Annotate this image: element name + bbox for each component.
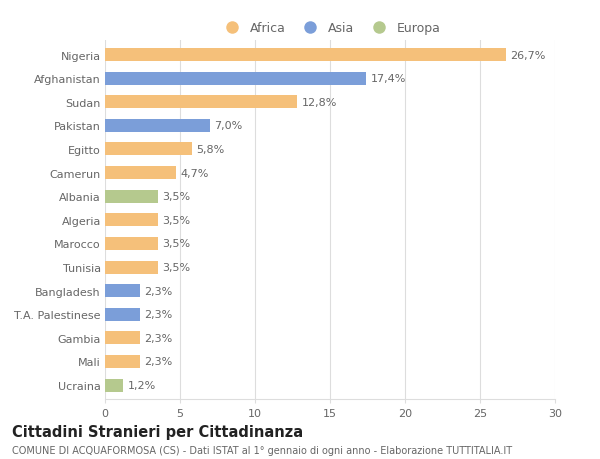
Bar xyxy=(105,143,192,156)
Text: 3,5%: 3,5% xyxy=(162,215,190,225)
Bar xyxy=(105,214,157,227)
Bar xyxy=(105,73,366,85)
Bar xyxy=(105,49,505,62)
Text: 2,3%: 2,3% xyxy=(144,286,172,296)
Bar xyxy=(105,261,157,274)
Text: 7,0%: 7,0% xyxy=(215,121,243,131)
Text: 1,2%: 1,2% xyxy=(128,380,156,390)
Bar xyxy=(105,96,297,109)
Bar xyxy=(105,285,139,297)
Text: 12,8%: 12,8% xyxy=(302,98,337,107)
Bar xyxy=(105,355,139,368)
Bar xyxy=(105,190,157,203)
Text: COMUNE DI ACQUAFORMOSA (CS) - Dati ISTAT al 1° gennaio di ogni anno - Elaborazio: COMUNE DI ACQUAFORMOSA (CS) - Dati ISTAT… xyxy=(12,445,512,455)
Bar xyxy=(105,331,139,345)
Text: 5,8%: 5,8% xyxy=(197,145,225,155)
Bar xyxy=(105,308,139,321)
Bar xyxy=(105,167,176,179)
Text: 2,3%: 2,3% xyxy=(144,309,172,319)
Bar xyxy=(105,379,123,392)
Legend: Africa, Asia, Europa: Africa, Asia, Europa xyxy=(215,17,445,40)
Text: 3,5%: 3,5% xyxy=(162,239,190,249)
Text: 2,3%: 2,3% xyxy=(144,333,172,343)
Text: 3,5%: 3,5% xyxy=(162,192,190,202)
Bar xyxy=(105,120,210,133)
Text: 17,4%: 17,4% xyxy=(371,74,406,84)
Text: Cittadini Stranieri per Cittadinanza: Cittadini Stranieri per Cittadinanza xyxy=(12,425,303,440)
Text: 2,3%: 2,3% xyxy=(144,357,172,367)
Bar xyxy=(105,237,157,250)
Text: 3,5%: 3,5% xyxy=(162,263,190,273)
Text: 26,7%: 26,7% xyxy=(510,50,545,61)
Text: 4,7%: 4,7% xyxy=(180,168,208,178)
